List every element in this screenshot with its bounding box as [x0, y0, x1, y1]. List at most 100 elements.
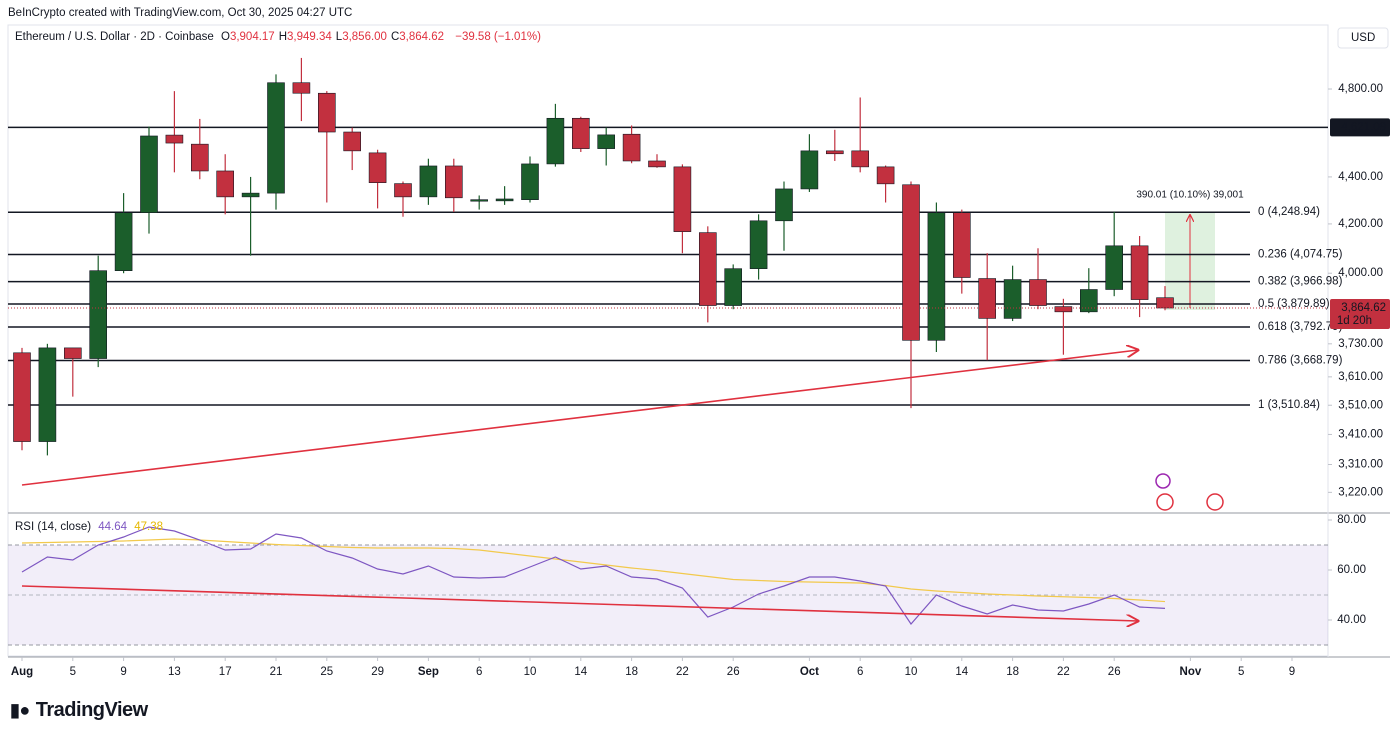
x-tick-label: 14 [955, 666, 968, 678]
candle-body [64, 347, 82, 359]
event-icon[interactable] [1155, 473, 1171, 489]
y-tick-label: 3,220.00 [1338, 486, 1383, 498]
ohlc-value: 3,856.00 [342, 31, 387, 43]
y-tick-label: 4,800.00 [1338, 83, 1383, 95]
rsi-value: 44.64 [98, 521, 128, 533]
ohlc-key: H [278, 31, 288, 43]
candle-body [368, 152, 387, 183]
price-badge [1330, 298, 1390, 329]
ohlc-key: C [390, 31, 400, 43]
event-icon[interactable] [1206, 493, 1224, 511]
candle-body [749, 220, 768, 269]
symbol: Ethereum / U.S. Dollar · 2D · Coinbase [15, 31, 214, 43]
x-tick-label: 26 [727, 666, 740, 678]
rsi-line [21, 526, 1166, 625]
y-tick-label: 3,510.00 [1338, 399, 1383, 411]
candle-body [546, 117, 565, 165]
candle-body [114, 212, 133, 271]
candle-body [140, 135, 158, 213]
x-tick-label: Aug [11, 666, 33, 678]
candle-body [1105, 245, 1123, 290]
rsi-title: RSI (14, close) [15, 521, 92, 533]
fib-label: 0.786 (3,668.79) [1258, 355, 1343, 367]
candle-body [89, 270, 107, 359]
candle-body [343, 131, 362, 152]
fib-label: 0 (4,248.94) [1258, 206, 1320, 218]
candle-body [622, 133, 641, 162]
x-tick-label: 13 [168, 666, 181, 678]
level-badge [1330, 118, 1390, 137]
change: −39.58 (−1.01%) [455, 31, 541, 43]
y-tick-label: 4,400.00 [1338, 171, 1383, 183]
x-tick-label: 5 [1238, 666, 1244, 678]
level-label: 4,621.09 [1341, 121, 1386, 133]
x-tick-label: 18 [625, 666, 638, 678]
price-label: 3,864.62 [1341, 302, 1386, 314]
candle-body [1054, 306, 1073, 313]
x-tick-label: Oct [800, 666, 819, 678]
y-tick-label: 40.00 [1337, 614, 1366, 626]
candle-body [13, 352, 31, 442]
credit: BeInCrypto created with TradingView.com,… [8, 7, 353, 19]
x-tick-label: 6 [476, 666, 482, 678]
y-tick-label: 4,000.00 [1338, 267, 1383, 279]
x-tick-label: 9 [1289, 666, 1295, 678]
rsi-legend: RSI (14, close) 44.64 47.38 [15, 521, 167, 533]
candle-body [1080, 289, 1098, 313]
candle-body [673, 166, 692, 232]
event-icon[interactable] [1156, 493, 1174, 511]
candle-body [1156, 297, 1174, 309]
y-tick-label: 3,730.00 [1338, 338, 1383, 350]
y-tick-label: 4,200.00 [1338, 218, 1383, 230]
candle-body [978, 278, 997, 319]
candle-body [800, 150, 819, 190]
candle-body [495, 198, 514, 202]
candle-body [419, 165, 438, 198]
candle-body [952, 212, 971, 278]
candle-body [191, 143, 209, 172]
x-tick-label: 5 [70, 666, 76, 678]
ohlc-value: 3,949.34 [287, 31, 332, 43]
x-tick-label: 26 [1108, 666, 1121, 678]
currency-box[interactable] [1337, 27, 1389, 49]
x-tick-label: 10 [524, 666, 537, 678]
candle-body [317, 92, 336, 133]
candle-body [597, 134, 616, 149]
candle-body [521, 163, 539, 200]
x-tick-label: 17 [219, 666, 232, 678]
candle-body [267, 82, 285, 194]
candle-body [394, 183, 412, 198]
x-tick-label: 6 [857, 666, 863, 678]
rsi-line [21, 538, 1166, 603]
x-tick-label: 21 [270, 666, 283, 678]
trend-line [21, 350, 1138, 486]
fib-label: 0.618 (3,792.79) [1258, 321, 1343, 333]
brand[interactable]: ▮● TradingView [10, 699, 148, 721]
candle-body [876, 166, 895, 185]
brand-name: TradingView [35, 699, 148, 721]
candle-body [825, 150, 844, 155]
candle-body [38, 347, 57, 442]
candle-body [902, 184, 920, 341]
candle-body [165, 134, 184, 144]
fib-label: 1 (3,510.84) [1258, 399, 1320, 411]
x-tick-label: 9 [120, 666, 126, 678]
fib-label: 0.236 (4,074.75) [1258, 249, 1343, 261]
candle-body [851, 150, 870, 168]
x-tick-label: 18 [1006, 666, 1019, 678]
y-tick-label: 3,310.00 [1338, 459, 1383, 471]
ohlc-value: 3,904.17 [229, 31, 275, 43]
x-tick-label: Sep [418, 666, 439, 678]
x-tick-label: 25 [320, 666, 333, 678]
candle-body [470, 199, 489, 202]
candle-body [216, 170, 234, 198]
ohlc-key: L [335, 31, 343, 43]
x-tick-label: Nov [1180, 666, 1202, 678]
candle-body [775, 188, 793, 222]
legend: Ethereum / U.S. Dollar · 2D · Coinbase O… [15, 31, 545, 43]
x-tick-label: 10 [905, 666, 918, 678]
price-countdown: 1d 20h [1337, 315, 1372, 327]
y-tick-label: 80.00 [1337, 514, 1366, 526]
